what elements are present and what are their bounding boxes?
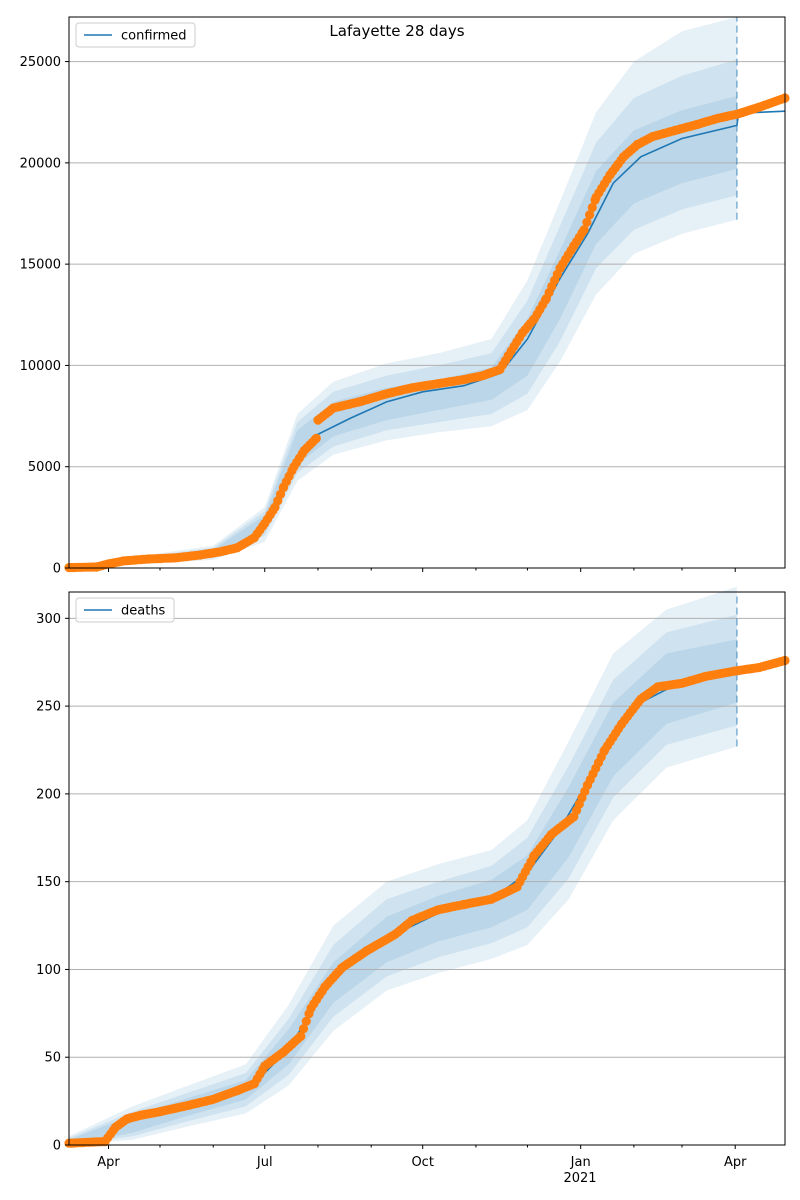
confirmed-axes-frame: [68, 16, 786, 569]
confirmed-gridlines: [69, 61, 785, 468]
confirmed-axes-border: [68, 16, 786, 569]
deaths-x-axis: Apr Jul Oct Jan Apr: [97, 1145, 747, 1170]
deaths-y-tick-label: 100: [36, 963, 61, 978]
confirmed-legend-label: confirmed: [121, 29, 187, 44]
deaths-y-tick-label: 250: [36, 700, 61, 715]
deaths-band-1: [69, 586, 737, 1145]
deaths-y-tick-label: 200: [36, 787, 61, 802]
confirmed-legend: confirmed: [75, 22, 196, 48]
confirmed-observed-point: [579, 225, 589, 235]
confirmed-observed-point: [587, 202, 597, 213]
confirmed-observed-point: [585, 210, 595, 220]
deaths-y-tick-label: 50: [44, 1051, 61, 1066]
deaths-observed-point: [296, 1031, 306, 1041]
deaths-panel: 0 50 100 150 200 250 300 Apr Jul Oct Jan Apr death…: [36, 586, 790, 1170]
deaths-band-2: [69, 614, 737, 1145]
confirmed-observed-points: [64, 93, 790, 573]
deaths-observed-point: [301, 1016, 311, 1026]
deaths-y-axis: 0 50 100 150 200 250 300: [36, 612, 69, 1154]
deaths-x-tick-label: Apr: [724, 1155, 747, 1170]
deaths-y-tick-label: 0: [53, 1139, 61, 1154]
confirmed-band-2: [69, 59, 737, 568]
deaths-y-tick-label: 300: [36, 612, 61, 627]
confirmed-y-axis: 0 5000 10000 15000 20000 25000: [20, 55, 69, 577]
deaths-axes-frame: [68, 591, 786, 1146]
confirmed-y-tick-label: 25000: [20, 55, 61, 70]
deaths-legend-box: [75, 597, 175, 623]
confirmed-legend-box: [75, 22, 196, 48]
chart-title: Lafayette 28 days: [329, 22, 464, 40]
confirmed-y-tick-label: 15000: [20, 258, 61, 273]
confirmed-y-tick-label: 20000: [20, 156, 61, 171]
deaths-band-3: [69, 639, 737, 1145]
confirmed-band-1: [69, 17, 737, 568]
deaths-axes-border: [68, 591, 786, 1146]
confirmed-y-tick-label: 10000: [20, 359, 61, 374]
deaths-observed-point: [298, 1024, 309, 1034]
confirmed-observed-point: [582, 217, 592, 227]
deaths-x-tick-label: Oct: [411, 1155, 433, 1170]
deaths-y-tick-label: 150: [36, 875, 61, 890]
deaths-x-tick-label: Jul: [256, 1155, 273, 1170]
deaths-x-tick-label: Apr: [97, 1155, 120, 1170]
confirmed-panel: 0 5000 10000 15000 20000 25000 confirmed: [20, 16, 790, 577]
x-year-label: 2021: [563, 1171, 596, 1186]
deaths-legend-label: deaths: [121, 604, 166, 619]
confirmed-y-tick-label: 5000: [28, 460, 61, 475]
deaths-observed-points: [64, 655, 790, 1148]
deaths-gridlines: [69, 617, 785, 1058]
confirmed-observed-point: [311, 433, 321, 443]
confirmed-y-tick-label: 0: [53, 562, 61, 577]
confirmed-x-axis: [107, 568, 736, 572]
deaths-uncertainty-bands: [69, 586, 737, 1145]
deaths-x-tick-label: Jan: [570, 1155, 591, 1170]
deaths-legend: deaths: [75, 597, 175, 623]
